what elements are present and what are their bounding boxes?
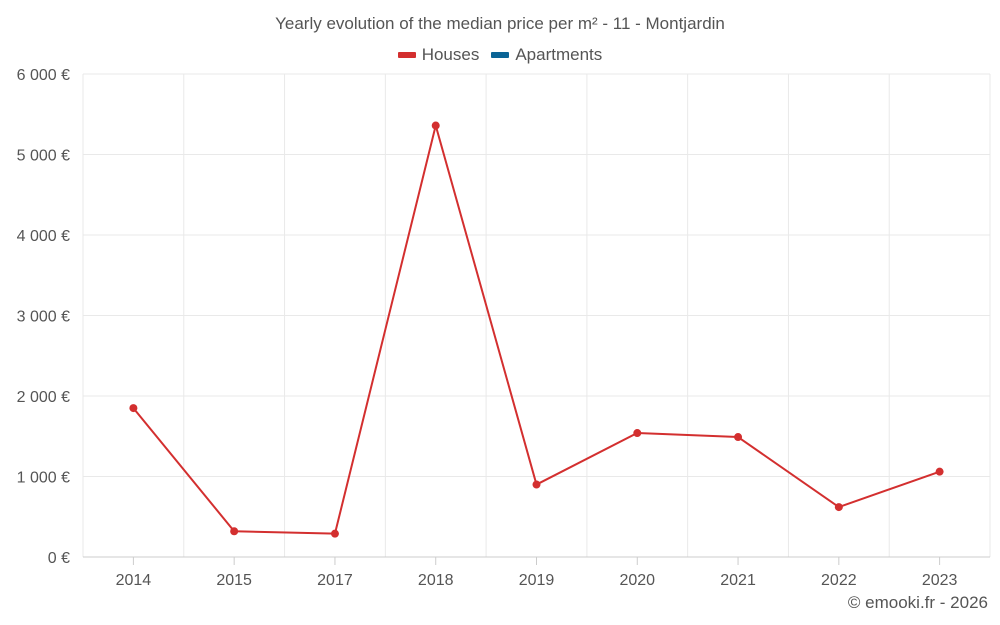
chart-title: Yearly evolution of the median price per…	[275, 14, 725, 33]
data-point	[633, 429, 642, 438]
data-point	[734, 433, 743, 442]
data-point	[330, 529, 339, 538]
y-tick-label: 1 000 €	[17, 470, 70, 487]
x-tick-label: 2018	[418, 572, 454, 589]
data-point	[129, 404, 138, 413]
y-tick-label: 2 000 €	[17, 389, 70, 406]
y-tick-label: 6 000 €	[17, 67, 70, 84]
legend-swatch-houses	[397, 52, 416, 58]
y-tick-label: 5 000 €	[17, 148, 70, 165]
credit-text: © emooki.fr - 2026	[847, 593, 988, 612]
legend-swatch-apartments	[491, 52, 510, 58]
legend-label-houses: Houses	[421, 45, 480, 64]
x-tick-label: 2021	[720, 572, 756, 589]
data-point	[935, 467, 944, 476]
data-point	[230, 527, 239, 536]
x-tick-label: 2014	[116, 572, 152, 589]
data-point	[532, 480, 541, 489]
x-tick-label: 2015	[216, 572, 252, 589]
legend: Houses Apartments	[0, 45, 1000, 65]
x-tick-label: 2022	[821, 572, 857, 589]
y-tick-label: 3 000 €	[17, 309, 70, 326]
y-tick-label: 4 000 €	[17, 228, 70, 245]
legend-item-apartments[interactable]: Apartments	[491, 45, 602, 65]
x-tick-label: 2019	[519, 572, 555, 589]
legend-label-apartments: Apartments	[515, 45, 603, 64]
data-point	[834, 503, 843, 512]
data-point	[431, 121, 440, 130]
legend-item-houses[interactable]: Houses	[397, 45, 480, 65]
x-tick-label: 2017	[317, 572, 353, 589]
y-tick-label: 0 €	[48, 550, 70, 567]
series-line-houses	[132, 124, 940, 535]
x-tick-label: 2020	[619, 572, 655, 589]
x-tick-label: 2023	[922, 572, 958, 589]
